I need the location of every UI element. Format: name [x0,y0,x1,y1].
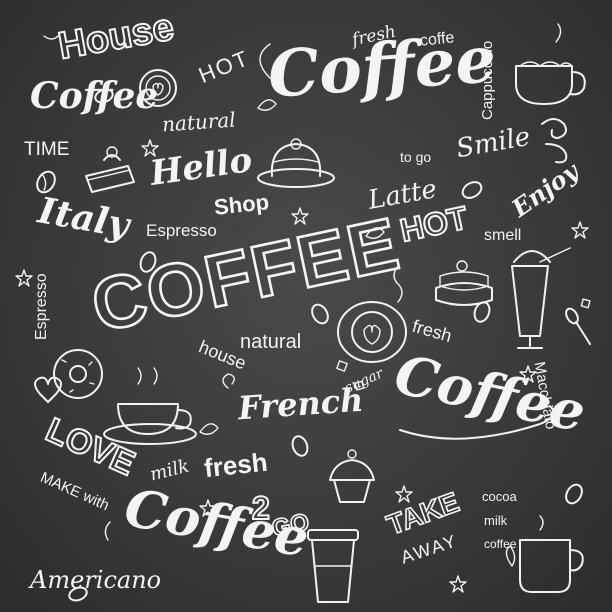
word-milk-right: milk [484,513,508,528]
leaf-icon [199,99,516,567]
mug-icon [519,515,584,593]
coffee-bean-icon [36,88,583,602]
mug-icon [515,23,586,105]
swirl-icon [541,118,568,164]
word-to-go: to go [400,149,432,165]
sugar-cube-icon [336,298,591,391]
cake-stack-icon [435,260,493,306]
donut-icon [53,349,103,399]
latte-art-cup-icon [337,301,407,363]
heart-cup-icon [139,69,177,107]
heart-icon [34,376,62,403]
star-icon [15,139,589,593]
word-cocoa: cocoa [482,489,517,504]
word-espresso-mid: Espresso [146,221,217,240]
swirl-icon [222,43,555,440]
steam-icon [43,35,403,541]
pudding-icon [257,138,335,188]
word-two: 2 [251,490,271,526]
word-natural-mid: natural [240,331,302,353]
coffee-cup-icon [103,367,197,445]
word-smell: smell [484,227,522,244]
word-time: TIME [24,139,70,160]
word-coffee-top-left: Coffee [30,75,159,117]
latte-glass-icon [511,247,571,349]
word-americano: Americano [30,566,162,594]
cake-slice-icon [85,146,135,193]
spoon-icon [565,307,591,345]
cupcake-icon [329,449,375,503]
takeaway-cup-icon [307,529,359,603]
